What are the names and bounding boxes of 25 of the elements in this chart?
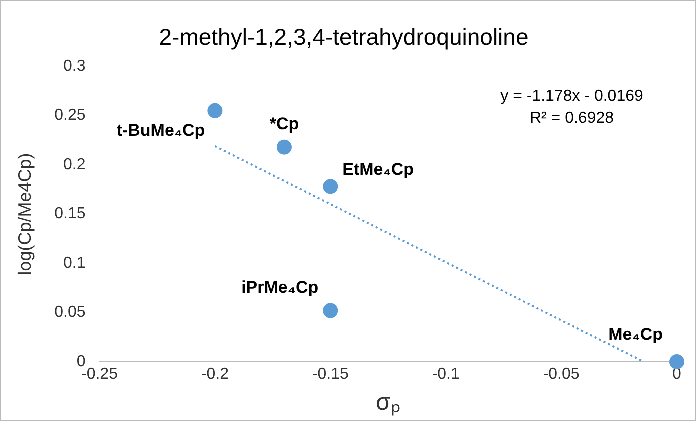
x-tick-label: -0.1 [432,366,460,384]
x-tick-label: -0.2 [201,366,230,384]
y-tick-label: 0.05 [54,304,86,322]
annotation: *Cp [270,114,300,134]
annotation: EtMe₄Cp [342,160,414,179]
point [276,140,292,155]
x-axis-title: σₚ [376,389,401,416]
y-tick-label: 0.3 [63,58,86,76]
annotation: y = -1.178x - 0.0169 [500,88,644,106]
point [670,354,684,370]
x-tick-label: -0.05 [543,366,580,384]
annotation: iPrMe₄Cp [242,278,319,297]
point [208,103,223,118]
chart-title: 2-methyl-1,2,3,4-tetrahydroquinoline [159,24,529,50]
point [323,303,338,318]
annotation: R² = 0.6928 [530,110,614,128]
y-axis-title: log(Cp/Me4Cp) [14,153,35,276]
x-tick-label: -0.15 [312,366,349,384]
y-tick-label: 0.1 [63,254,86,272]
point [323,179,338,194]
y-tick-label: 0.25 [54,107,86,124]
annotation: Me₄Cp [608,325,663,344]
y-tick-label: 0.15 [54,206,86,223]
y-tick-label: 0.2 [63,156,86,174]
annotation: t-BuMe₄Cp [116,121,206,140]
